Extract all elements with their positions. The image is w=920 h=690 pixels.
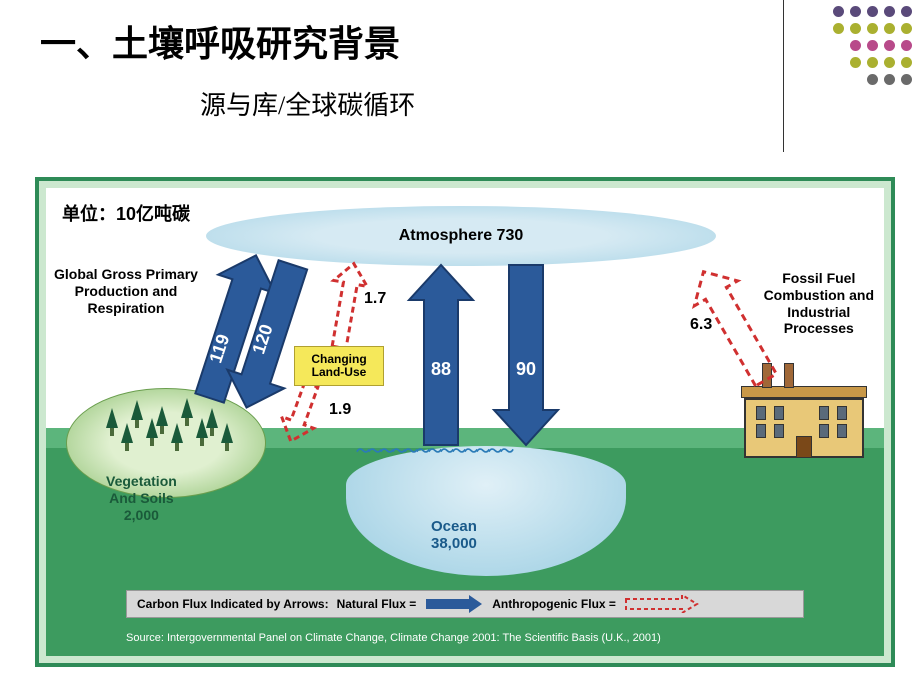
land-use-up-value: 1.7 bbox=[364, 290, 386, 308]
legend-bar: Carbon Flux Indicated by Arrows: Natural… bbox=[126, 590, 804, 618]
land-use-down-value: 1.9 bbox=[329, 401, 351, 419]
atm-to-ocean-value: 90 bbox=[516, 359, 536, 379]
decorative-dots bbox=[833, 6, 912, 91]
source-citation: Source: Intergovernmental Panel on Clima… bbox=[126, 632, 661, 644]
atmosphere-label: Atmosphere 730 bbox=[399, 227, 524, 245]
veg-soils-value: 2,000 bbox=[124, 507, 159, 523]
ocean-to-atm-value: 88 bbox=[431, 359, 451, 379]
subtitle: 源与库/全球碳循环 bbox=[200, 85, 415, 122]
land-use-down-arrow bbox=[276, 378, 326, 448]
carbon-cycle-diagram: 单位：10亿吨碳 Atmosphere 730 Global Gross Pri… bbox=[46, 188, 884, 656]
legend-anthro-arrow-icon bbox=[624, 595, 699, 613]
ocean-to-atm-arrow: 88 bbox=[406, 260, 476, 455]
changing-land-use-box: ChangingLand-Use bbox=[294, 346, 384, 386]
legend-prefix: Carbon Flux Indicated by Arrows: bbox=[137, 597, 329, 611]
land-use-up-arrow bbox=[321, 258, 371, 358]
unit-label: 单位：10亿吨碳 bbox=[58, 198, 194, 228]
ocean-label: Ocean38,000 bbox=[431, 518, 477, 552]
ocean-value: 38,000 bbox=[431, 535, 477, 552]
fossil-fuel-value: 6.3 bbox=[690, 316, 712, 334]
atm-to-ocean-arrow: 90 bbox=[491, 260, 561, 455]
vegetation-soils-label: VegetationAnd Soils2,000 bbox=[106, 473, 177, 523]
legend-anthro-label: Anthropogenic Flux = bbox=[492, 597, 616, 611]
main-title: 一、土壤呼吸研究背景 bbox=[40, 15, 415, 67]
diagram-frame: 单位：10亿吨碳 Atmosphere 730 Global Gross Pri… bbox=[35, 177, 895, 667]
divider-line bbox=[783, 0, 784, 152]
legend-natural-label: Natural Flux = bbox=[337, 597, 417, 611]
legend-natural-arrow-icon bbox=[424, 595, 484, 613]
